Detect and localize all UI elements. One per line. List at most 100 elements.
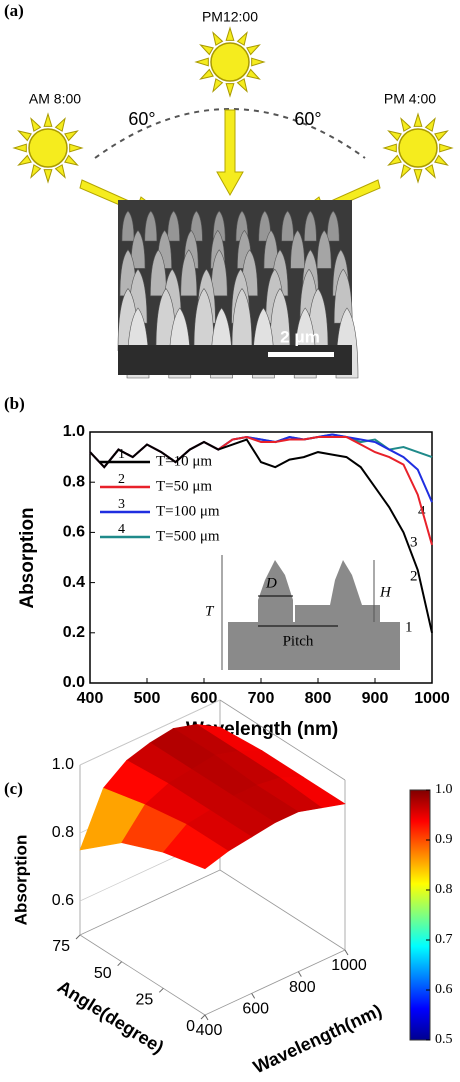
sem-cone	[304, 210, 317, 242]
colorbar-tick-label: 0.9	[435, 832, 453, 847]
suns	[12, 26, 454, 184]
y-tick	[200, 1014, 206, 1020]
x-tick-label: 900	[362, 690, 389, 707]
sem-cone	[316, 229, 332, 269]
series-line	[89, 433, 433, 503]
sun-ray	[54, 117, 66, 132]
sun-ray	[69, 143, 84, 153]
sun-ray	[212, 78, 224, 93]
sun-ray	[199, 68, 214, 80]
sun-ray	[212, 31, 224, 46]
legend-label: T=10 μm	[156, 453, 212, 469]
time-label: AM 8:00	[29, 91, 81, 107]
sun-ray	[251, 57, 266, 67]
sun-ray	[424, 164, 436, 179]
sun-ray	[400, 117, 412, 132]
line-end-label: 1	[405, 619, 413, 635]
angle-label: 60°	[294, 109, 321, 129]
x-tick-label: 600	[191, 690, 218, 707]
x-tick-label: 400	[77, 690, 104, 707]
x-tick-label: 600	[242, 1001, 269, 1018]
legend-label: T=50 μm	[156, 478, 212, 494]
sem-cone	[180, 249, 198, 297]
sun-ray	[439, 143, 454, 153]
y-tick-label: 0.2	[63, 624, 85, 641]
sun-ray	[64, 130, 79, 142]
y-tick	[117, 961, 123, 967]
colorbar-tick-label: 0.7	[435, 932, 453, 947]
sem-cone	[290, 229, 305, 269]
sem-base	[118, 345, 352, 375]
sun-ray	[194, 57, 209, 67]
axis-line	[79, 934, 206, 1016]
sun-ray	[43, 169, 53, 184]
z-tick-label: 0.8	[52, 824, 74, 841]
sun-ray	[413, 112, 423, 127]
y-tick-label: 0.0	[63, 674, 85, 691]
legend-number: 3	[118, 497, 125, 512]
sun-ray	[54, 164, 66, 179]
inset-shape	[228, 560, 400, 670]
x-tick-label: 500	[134, 690, 161, 707]
sem-cone	[144, 210, 158, 242]
z-tick-label: 1.0	[52, 756, 74, 773]
angle-label: 60°	[128, 109, 155, 129]
panel-label: (c)	[4, 779, 23, 798]
sun-ray	[246, 44, 261, 56]
x-tick-label: 800	[289, 979, 316, 996]
series-line	[89, 435, 433, 546]
legend-label: T=100 μm	[156, 503, 220, 519]
scale-label: 2 μm	[280, 327, 320, 346]
sem-cone	[130, 229, 146, 269]
sem-cone	[167, 210, 180, 242]
x-tick	[344, 949, 349, 956]
sun-ray	[236, 31, 248, 46]
arrow	[216, 109, 244, 197]
sun-ray	[434, 154, 449, 166]
inset-label: H	[379, 584, 392, 600]
line-end-label: 3	[410, 534, 418, 550]
y-axis-label: Absorption	[17, 507, 38, 608]
series-line	[89, 438, 433, 634]
sem-cone	[150, 249, 167, 297]
inset-label: D	[265, 575, 277, 591]
sem-cone	[121, 210, 135, 242]
x-tick-label: 700	[248, 690, 275, 707]
axis-line	[204, 949, 346, 1016]
scale-bar	[268, 352, 334, 357]
arc	[94, 108, 366, 159]
sun-ray	[382, 143, 397, 153]
x-axis-label: Wavelength(nm)	[250, 1000, 385, 1077]
legend-label: T=500 μm	[156, 528, 220, 544]
sun	[28, 128, 68, 168]
x-tick-label: 800	[305, 690, 332, 707]
sun-ray	[434, 130, 449, 142]
sun-ray	[424, 117, 436, 132]
box-edge	[219, 869, 346, 951]
sun	[210, 42, 250, 82]
y-tick-label: 0.4	[63, 574, 85, 591]
sun-ray	[30, 164, 42, 179]
sun-ray	[43, 112, 53, 127]
time-label: PM12:00	[202, 9, 258, 25]
z-tick-label: 0.6	[52, 892, 74, 909]
y-tick-label: 50	[94, 965, 112, 982]
sun-ray	[387, 130, 402, 142]
sun-ray	[236, 78, 248, 93]
sun-ray	[30, 117, 42, 132]
colorbar-tick-label: 1.0	[435, 782, 453, 797]
colorbar-tick-label: 0.6	[435, 982, 453, 997]
sun-ray	[400, 164, 412, 179]
x-tick-label: 1000	[331, 957, 367, 974]
sem-cone	[210, 249, 228, 297]
sem-cone	[326, 210, 340, 242]
colorbar-tick-label: 0.5	[435, 1032, 453, 1047]
sem-cone	[269, 288, 291, 351]
sem-cone	[231, 288, 253, 351]
z-axis-label: Absorption	[11, 835, 30, 926]
sun-ray	[64, 154, 79, 166]
y-tick	[158, 987, 164, 993]
surface-patch	[162, 824, 229, 870]
sun-ray	[17, 154, 32, 166]
